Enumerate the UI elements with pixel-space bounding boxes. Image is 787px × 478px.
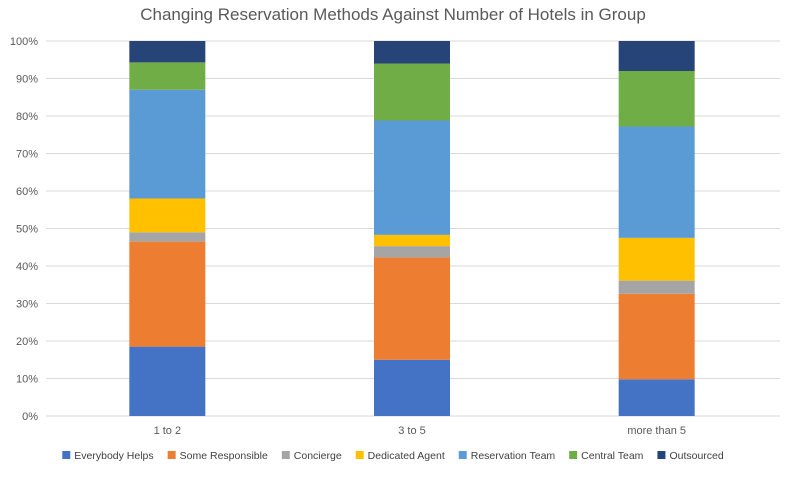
legend-item: Everybody Helps [62,450,154,462]
x-category-label: 1 to 2 [154,425,182,437]
legend-item: Reservation Team [458,450,556,462]
bar-segment-dedicated-agent [618,237,695,281]
bar-segment-outsourced [129,41,206,63]
x-category-label: 3 to 5 [398,425,426,437]
x-category-label: more than 5 [627,425,686,437]
bar-segment-everybody-helps [618,379,695,416]
bar-segment-outsourced [374,41,450,64]
legend-swatch [62,451,71,459]
bar-segment-some-responsible [129,241,206,347]
bar-segment-concierge [374,246,450,258]
bar-segment-concierge [618,280,695,294]
legend: Everybody Helps Some Responsible Concierge… [62,450,724,462]
legend-label: Dedicated Agent [368,450,445,462]
bar-segment-everybody-helps [374,359,450,416]
legend-label: Some Responsible [180,450,268,462]
y-tick-label: 90% [16,74,38,86]
legend-label: Central Team [581,450,644,462]
y-tick-label: 80% [16,111,38,123]
legend-label: Everybody Helps [74,450,153,462]
chart-title: Changing Reservation Methods Against Num… [140,5,646,24]
legend-item: Concierge [281,450,342,462]
y-tick-label: 20% [16,336,38,348]
bar-segment-concierge [129,232,206,242]
bar-segment-some-responsible [374,257,450,360]
bar-segment-outsourced [618,41,695,71]
legend-swatch [281,451,290,459]
legend-label: Reservation Team [471,450,556,462]
legend-label: Outsourced [669,450,723,462]
x-axis-categories: 1 to 2 3 to 5 more than 5 [154,425,686,437]
legend-item: Central Team [569,450,644,462]
bar-segment-reservation-team [618,126,695,238]
bars [129,41,695,416]
legend-item: Outsourced [657,450,724,462]
legend-item: Dedicated Agent [355,450,445,462]
bar-segment-central-team [618,71,695,127]
y-axis-ticks: 0% 10% 20% 30% 40% 50% 60% 70% 80% 90% 100% [10,36,38,423]
y-tick-label: 30% [16,299,38,311]
y-tick-label: 60% [16,186,38,198]
bar-segment-reservation-team [374,120,450,235]
legend-swatch [657,451,666,459]
legend-swatch [355,451,364,459]
bar-segment-dedicated-agent [374,234,450,247]
bar-segment-some-responsible [618,293,695,380]
legend-swatch [569,451,578,459]
legend-swatch [458,451,467,459]
legend-swatch [167,451,176,459]
y-tick-label: 70% [16,149,38,161]
y-tick-label: 10% [16,374,38,386]
bar-segment-everybody-helps [129,346,206,416]
y-tick-label: 100% [10,36,38,48]
bar-segment-reservation-team [129,89,206,199]
y-tick-label: 40% [16,261,38,273]
y-tick-label: 0% [22,411,38,423]
y-tick-label: 50% [16,224,38,236]
legend-item: Some Responsible [167,450,268,462]
bar-segment-dedicated-agent [129,198,206,233]
legend-label: Concierge [294,450,342,462]
bar-segment-central-team [129,62,206,90]
bar-segment-central-team [374,63,450,121]
